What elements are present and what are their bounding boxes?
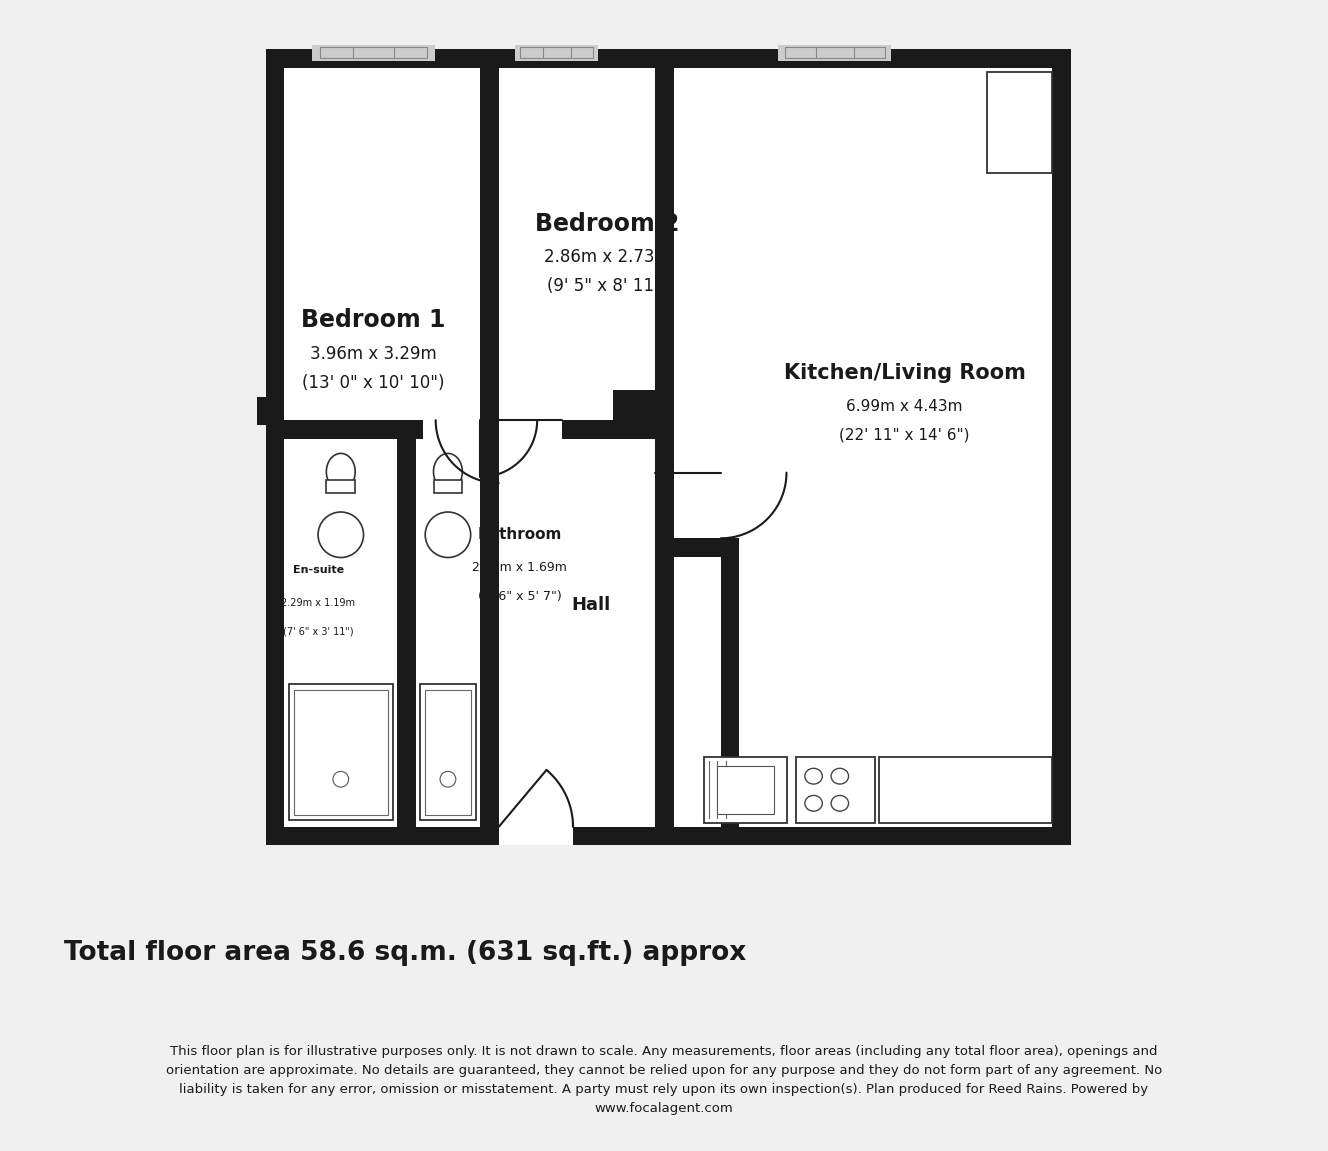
Text: (9' 5" x 8' 11"): (9' 5" x 8' 11") xyxy=(547,277,668,296)
Text: Bathroom: Bathroom xyxy=(478,527,562,542)
Bar xyxy=(425,689,470,815)
Bar xyxy=(721,473,740,539)
Bar xyxy=(673,557,721,826)
Bar xyxy=(312,45,434,61)
Text: (13' 0" x 10' 10"): (13' 0" x 10' 10") xyxy=(303,374,445,391)
Bar xyxy=(416,439,481,826)
Bar xyxy=(515,45,599,61)
Text: En-suite: En-suite xyxy=(293,565,344,574)
Bar xyxy=(424,420,481,439)
Bar xyxy=(614,389,655,420)
Text: 2.29m x 1.69m: 2.29m x 1.69m xyxy=(473,562,567,574)
Text: Bedroom 1: Bedroom 1 xyxy=(301,308,446,333)
Text: This floor plan is for illustrative purposes only. It is not drawn to scale. Any: This floor plan is for illustrative purp… xyxy=(166,1045,1162,1115)
Bar xyxy=(499,439,655,826)
Ellipse shape xyxy=(327,453,355,490)
Ellipse shape xyxy=(831,769,849,784)
Bar xyxy=(499,420,562,439)
Bar xyxy=(785,47,884,59)
Bar xyxy=(327,480,355,493)
Bar xyxy=(433,480,462,493)
Bar xyxy=(499,68,655,420)
Text: 6.99m x 4.43m: 6.99m x 4.43m xyxy=(846,398,963,413)
Bar xyxy=(320,47,428,59)
Bar xyxy=(717,765,774,814)
Ellipse shape xyxy=(440,771,456,787)
Bar xyxy=(521,47,594,59)
Bar xyxy=(284,439,397,826)
Text: (7' 6" x 3' 11"): (7' 6" x 3' 11") xyxy=(283,627,353,637)
Ellipse shape xyxy=(831,795,849,811)
Text: (22' 11" x 14' 6"): (22' 11" x 14' 6") xyxy=(839,427,969,442)
Bar xyxy=(499,823,572,845)
Bar xyxy=(795,757,875,823)
Bar xyxy=(293,689,388,815)
Text: (7' 6" x 5' 7"): (7' 6" x 5' 7") xyxy=(478,590,562,603)
Bar xyxy=(704,757,788,823)
Bar xyxy=(879,757,1052,823)
Text: 2.86m x 2.73m: 2.86m x 2.73m xyxy=(543,249,671,266)
Text: 2.29m x 1.19m: 2.29m x 1.19m xyxy=(282,599,356,608)
Ellipse shape xyxy=(317,512,364,557)
Ellipse shape xyxy=(805,795,822,811)
Bar xyxy=(721,539,740,826)
Bar xyxy=(778,45,891,61)
Ellipse shape xyxy=(425,512,470,557)
Bar xyxy=(655,539,740,557)
Bar xyxy=(987,73,1052,173)
Ellipse shape xyxy=(333,771,349,787)
Bar xyxy=(258,397,279,425)
Bar xyxy=(673,68,1052,826)
Bar xyxy=(420,685,475,820)
Text: Total floor area 58.6 sq.m. (631 sq.ft.) approx: Total floor area 58.6 sq.m. (631 sq.ft.)… xyxy=(64,940,746,967)
Ellipse shape xyxy=(433,453,462,490)
Ellipse shape xyxy=(805,769,822,784)
Text: 3.96m x 3.29m: 3.96m x 3.29m xyxy=(311,344,437,363)
Bar xyxy=(288,685,393,820)
Text: Bedroom 2: Bedroom 2 xyxy=(535,212,680,236)
Text: Kitchen/Living Room: Kitchen/Living Room xyxy=(784,363,1025,383)
Text: Hall: Hall xyxy=(571,596,610,613)
Bar xyxy=(284,68,481,420)
